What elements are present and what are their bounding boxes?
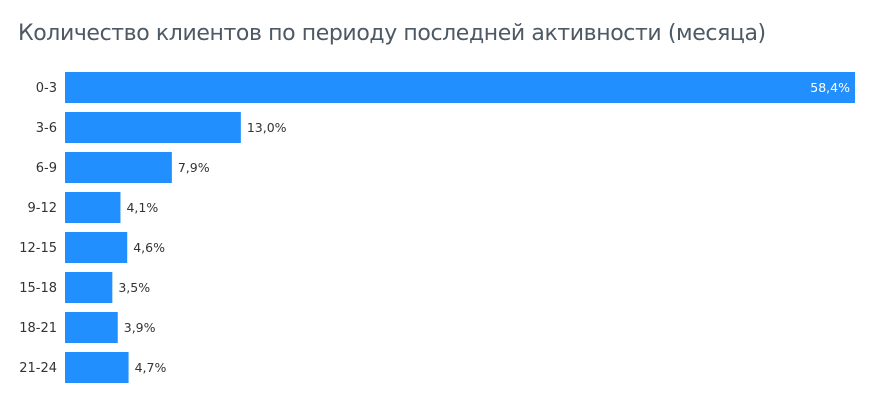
bar-21-24[interactable] [65, 352, 129, 383]
category-label: 9-12 [27, 201, 57, 216]
value-label: 3,5% [118, 280, 150, 295]
category-label: 15-18 [19, 281, 57, 296]
value-label: 7,9% [178, 160, 210, 175]
bar-18-21[interactable] [65, 312, 118, 343]
bar-6-9[interactable] [65, 152, 172, 183]
bar-9-12[interactable] [65, 192, 121, 223]
chart-title: Количество клиентов по периоду последней… [18, 21, 766, 46]
category-label: 0-3 [36, 81, 57, 96]
bar-12-15[interactable] [65, 232, 128, 263]
bar-3-6[interactable] [65, 112, 241, 143]
category-label: 21-24 [19, 361, 57, 376]
category-label: 3-6 [36, 121, 57, 136]
category-label: 12-15 [19, 241, 57, 256]
value-label: 3,9% [124, 320, 156, 335]
category-label: 6-9 [36, 161, 57, 176]
value-label: 4,7% [135, 360, 167, 375]
value-label: 4,1% [126, 200, 158, 215]
category-label: 18-21 [19, 321, 57, 336]
value-label: 13,0% [247, 120, 287, 135]
bar-0-3[interactable] [65, 72, 855, 103]
value-label: 58,4% [810, 80, 850, 95]
value-label: 4,6% [133, 240, 165, 255]
bar-15-18[interactable] [65, 272, 113, 303]
